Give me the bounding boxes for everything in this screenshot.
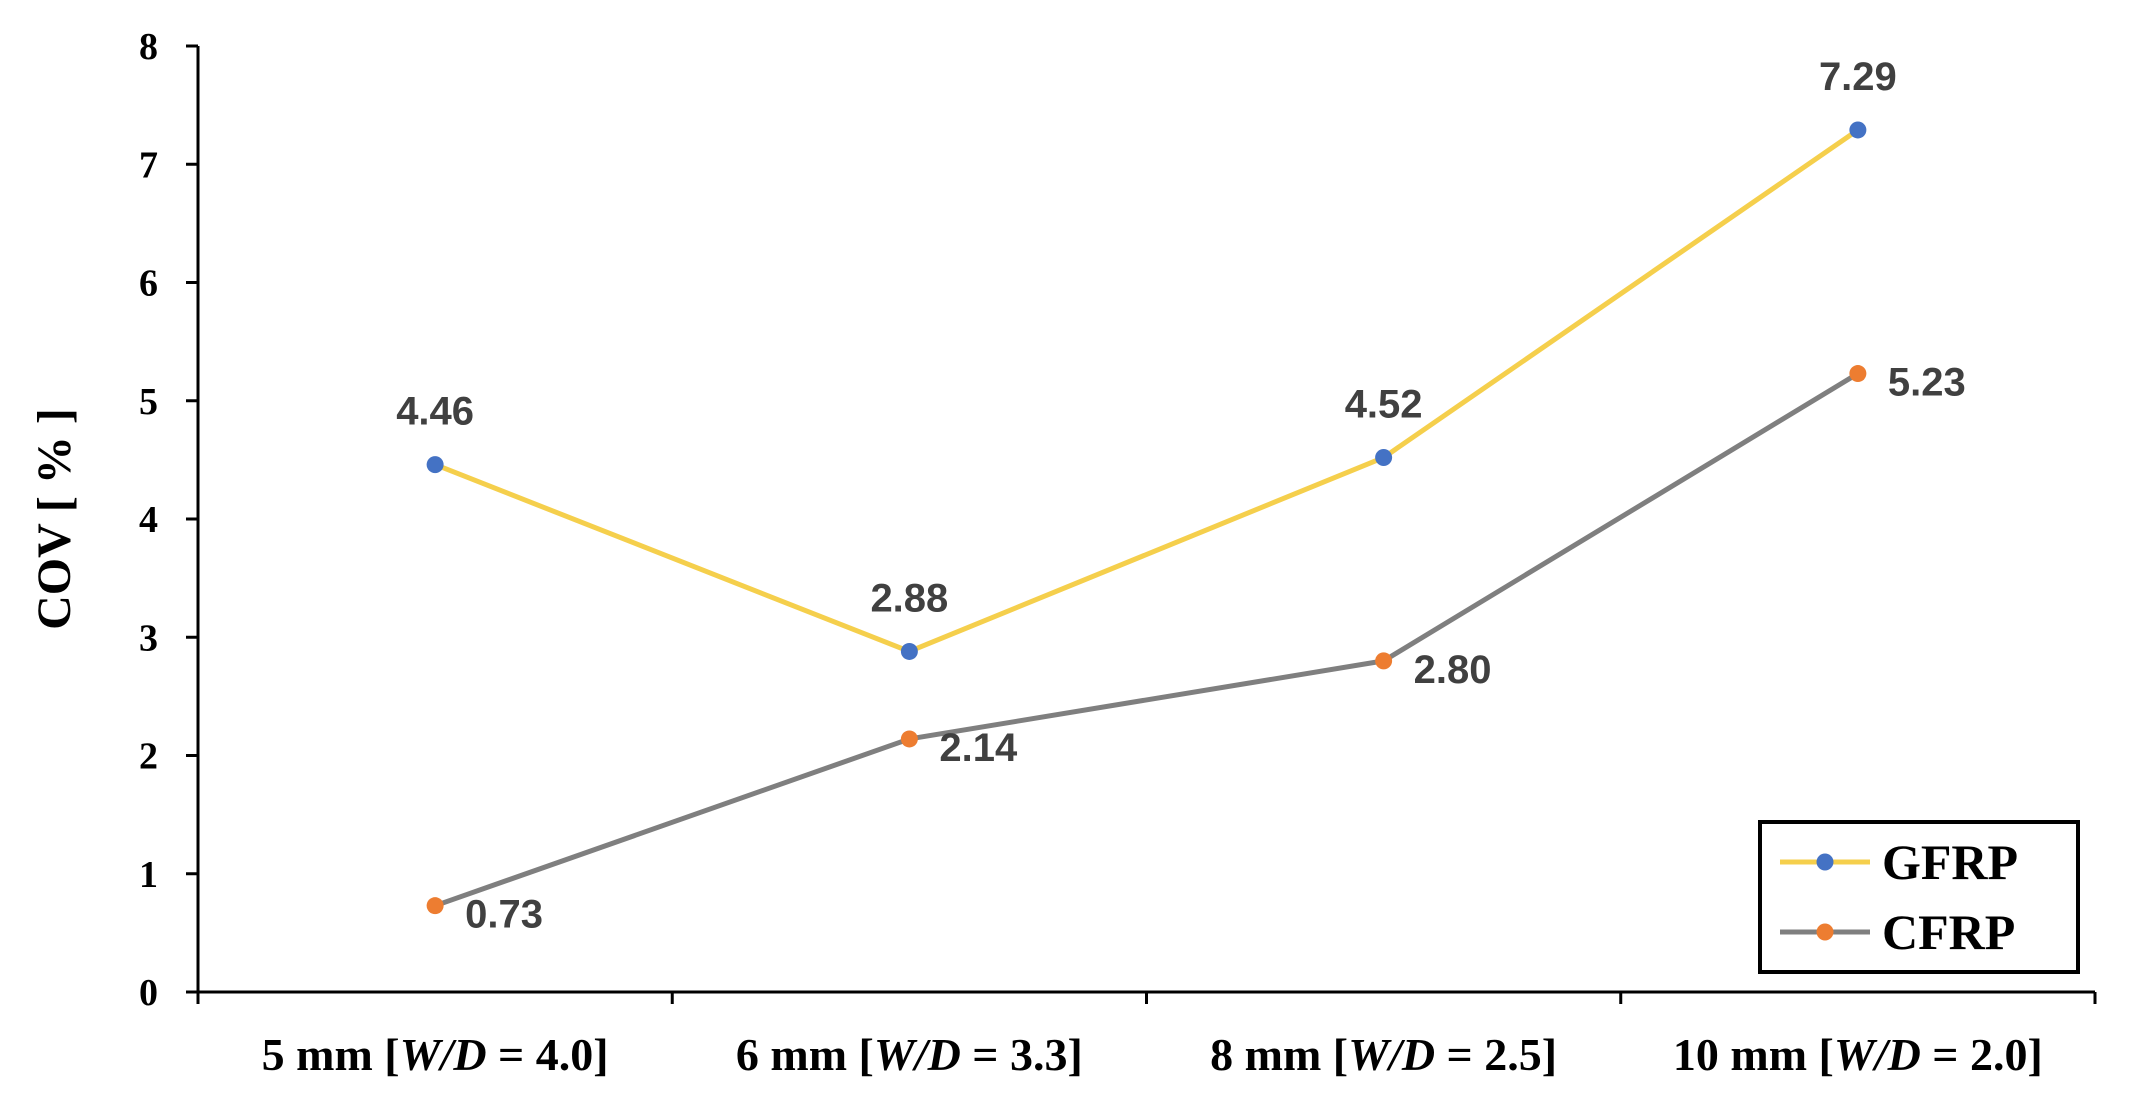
x-category-label: 8 mm [W/D = 2.5] xyxy=(1210,1029,1557,1080)
data-point xyxy=(1849,121,1867,139)
data-point xyxy=(1375,449,1393,467)
data-label: 0.73 xyxy=(465,893,543,937)
y-axis-title: COV [ % ] xyxy=(28,408,81,630)
legend-label: GFRP xyxy=(1882,834,2018,890)
legend-marker xyxy=(1816,923,1834,941)
data-point xyxy=(900,730,918,748)
x-category-label: 10 mm [W/D = 2.0] xyxy=(1673,1029,2043,1080)
data-label: 7.29 xyxy=(1819,55,1897,99)
legend-box xyxy=(1758,820,2080,974)
series-group: 4.46 2.88 4.52 7.29 0.73 2.14 2.80 5.23 xyxy=(396,55,1966,937)
data-label: 5.23 xyxy=(1888,361,1966,405)
data-point xyxy=(900,642,918,660)
data-label: 4.52 xyxy=(1345,383,1423,427)
series-gfrp: 4.46 2.88 4.52 7.29 xyxy=(396,55,1897,660)
legend-entry-cfrp: CFRP xyxy=(1780,904,2015,960)
series-line xyxy=(434,371,1860,909)
y-tick-label: 8 xyxy=(139,26,158,68)
legend-label: CFRP xyxy=(1882,904,2015,960)
data-label: 4.46 xyxy=(396,390,474,434)
y-tick-label: 0 xyxy=(139,972,158,1014)
data-label: 2.80 xyxy=(1414,648,1492,692)
series-cfrp: 0.73 2.14 2.80 5.23 xyxy=(426,361,1966,937)
series-line xyxy=(434,127,1860,654)
axes: 0 1 2 3 4 5 6 7 8 5 mm [W/D = 4.0] 6 mm [W/D = 3.… xyxy=(139,26,2097,1080)
data-label: 2.14 xyxy=(939,726,1018,770)
y-tick-label: 1 xyxy=(139,854,158,896)
y-ticks: 0 1 2 3 4 5 6 7 8 xyxy=(139,26,198,1014)
y-tick-label: 5 xyxy=(139,381,158,423)
data-point xyxy=(426,897,444,915)
y-tick-label: 7 xyxy=(139,144,158,186)
x-category-label: 5 mm [W/D = 4.0] xyxy=(262,1029,609,1080)
x-category-labels: 5 mm [W/D = 4.0] 6 mm [W/D = 3.3] 8 mm [W/… xyxy=(196,992,2097,1080)
legend-entry-gfrp: GFRP xyxy=(1780,834,2018,890)
data-point xyxy=(426,456,444,474)
y-tick-label: 2 xyxy=(139,736,158,778)
y-tick-label: 3 xyxy=(139,617,158,659)
y-tick-label: 4 xyxy=(139,499,158,541)
legend: GFRP CFRP xyxy=(1758,820,2080,974)
data-point xyxy=(1375,652,1393,670)
y-tick-label: 6 xyxy=(139,263,158,305)
x-category-label: 6 mm [W/D = 3.3] xyxy=(736,1029,1083,1080)
legend-marker xyxy=(1816,853,1834,871)
data-point xyxy=(1849,365,1867,383)
data-label: 2.88 xyxy=(870,576,948,620)
